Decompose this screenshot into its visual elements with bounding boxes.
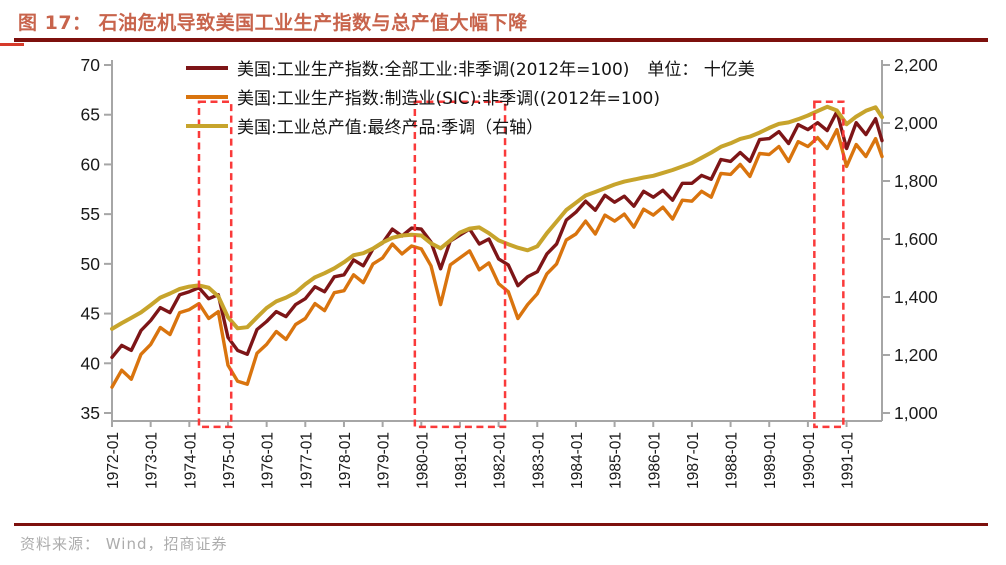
axis-unit-label: 单位： 十亿美 xyxy=(647,60,755,80)
title-divider xyxy=(14,38,988,42)
legend-item-label: 美国:工业总产值:最终产品:季调（右轴） xyxy=(237,118,544,138)
right-axis-tick-label: 1,400 xyxy=(894,287,938,307)
legend-item-gross-output: 美国:工业总产值:最终产品:季调（右轴） xyxy=(186,115,755,138)
x-axis-tick-label: 1986-01 xyxy=(646,432,663,489)
x-axis-tick-label: 1979-01 xyxy=(376,432,393,489)
x-axis-tick-label: 1977-01 xyxy=(298,432,315,489)
right-axis-tick-label: 1,000 xyxy=(894,403,938,423)
chart-legend: 美国:工业生产指数:全部工业:非季调(2012年=100) 单位： 十亿美 美国… xyxy=(186,57,755,144)
x-axis-tick-label: 1974-01 xyxy=(182,432,199,489)
x-axis-tick-label: 1989-01 xyxy=(762,432,779,489)
legend-line-swatch-gold xyxy=(186,123,228,128)
series-line-1 xyxy=(110,127,884,389)
oil-crisis-box-2 xyxy=(813,100,845,429)
left-axis-tick-label: 40 xyxy=(81,353,101,373)
series-line-0 xyxy=(110,109,884,359)
x-axis-tick-label: 1973-01 xyxy=(144,432,161,489)
legend-line-swatch-darkred xyxy=(186,65,228,70)
series-line-2 xyxy=(110,104,884,331)
x-axis-tick-label: 1972-01 xyxy=(105,432,122,489)
x-axis-tick-label: 1987-01 xyxy=(685,432,702,489)
x-axis-tick-label: 1983-01 xyxy=(530,432,547,489)
x-axis-tick-label: 1982-01 xyxy=(492,432,509,489)
x-axis-tick-label: 1980-01 xyxy=(414,432,431,489)
left-axis-tick-label: 60 xyxy=(81,154,101,174)
left-axis-tick-label: 50 xyxy=(81,254,101,274)
x-axis-tick-label: 1984-01 xyxy=(569,432,586,489)
right-axis-tick-label: 1,200 xyxy=(894,345,938,365)
x-axis-tick-label: 1988-01 xyxy=(724,432,741,489)
oil-crisis-box-1 xyxy=(413,100,507,429)
left-axis-tick-label: 65 xyxy=(81,105,100,125)
left-axis-tick-label: 55 xyxy=(81,204,100,224)
x-axis-tick-label: 1991-01 xyxy=(840,432,857,489)
footer-divider xyxy=(14,523,988,526)
right-axis-tick-label: 1,800 xyxy=(894,171,938,191)
x-axis-tick-label: 1978-01 xyxy=(337,432,354,489)
x-axis-tick-label: 1985-01 xyxy=(608,432,625,489)
figure-title: 图 17： 石油危机导致美国工业生产指数与总产值大幅下降 xyxy=(18,12,528,34)
x-axis-tick-label: 1990-01 xyxy=(801,432,818,489)
left-axis-tick-label: 70 xyxy=(81,55,101,75)
right-axis-tick-label: 1,600 xyxy=(894,229,938,249)
legend-item-label: 美国:工业生产指数:全部工业:非季调(2012年=100) xyxy=(237,60,630,80)
source-note: 资料来源： Wind，招商证券 xyxy=(20,535,228,553)
x-axis-tick-label: 1975-01 xyxy=(221,432,238,489)
legend-item-ip-total: 美国:工业生产指数:全部工业:非季调(2012年=100) 单位： 十亿美 xyxy=(186,57,755,80)
left-axis-tick-label: 35 xyxy=(81,403,100,423)
left-axis-tick-label: 45 xyxy=(81,304,100,324)
axis-lines xyxy=(111,60,883,422)
legend-item-label: 美国:工业生产指数:制造业(SIC):非季调((2012年=100) xyxy=(237,89,660,109)
right-axis-tick-label: 2,000 xyxy=(894,113,938,133)
legend-line-swatch-orange xyxy=(186,94,228,99)
x-axis-tick-label: 1976-01 xyxy=(260,432,277,489)
right-axis-tick-label: 2,200 xyxy=(894,55,938,75)
title-divider-accent xyxy=(0,43,24,46)
oil-crisis-box-0 xyxy=(197,100,233,429)
x-axis-tick-label: 1981-01 xyxy=(453,432,470,489)
legend-item-ip-manufacturing: 美国:工业生产指数:制造业(SIC):非季调((2012年=100) xyxy=(186,86,755,109)
